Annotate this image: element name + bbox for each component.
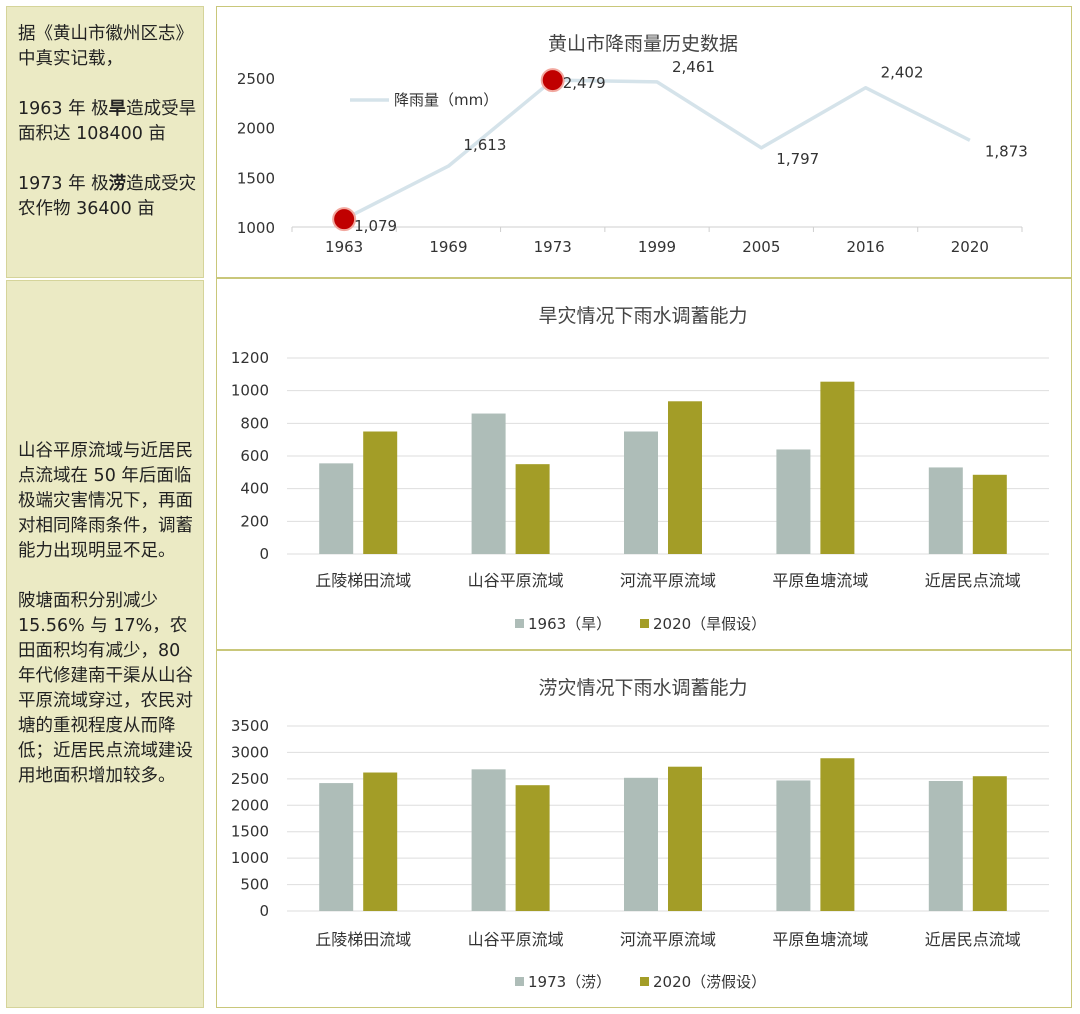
x-tick-label: 山谷平原流域 [468, 930, 564, 949]
legend-swatch [640, 619, 649, 628]
x-tick-label: 近居民点流域 [925, 930, 1021, 949]
x-tick-label: 1999 [638, 238, 676, 256]
chart-title: 涝灾情况下雨水调蓄能力 [538, 677, 747, 699]
y-tick-label: 600 [240, 447, 269, 465]
drought-flood-record-note: 据《黄山市徽州区志》中真实记载， 1963 年 极旱造成受旱面积达 108400… [6, 6, 204, 278]
drought-capacity-chart: 旱灾情况下雨水调蓄能力 0 200 400 600 800 1000 1200 丘陵梯田流域 山谷… [216, 278, 1072, 650]
data-point-marker [540, 68, 565, 93]
x-tick-label: 2016 [846, 238, 884, 256]
legend-swatch [515, 977, 524, 986]
legend-swatch [640, 977, 649, 986]
y-tick-label: 2500 [237, 70, 275, 88]
y-tick-label: 1000 [237, 219, 275, 237]
legend-label: 1963（旱） [528, 615, 611, 633]
legend-label: 2020（旱假设） [653, 615, 766, 633]
data-label: 1,079 [354, 217, 397, 235]
bar-series2 [820, 758, 855, 911]
data-label: 2,479 [563, 74, 606, 92]
data-label: 1,873 [985, 142, 1028, 160]
capacity-deficit-text: 山谷平原流域与近居民点流域在 50 年后面临极端灾害情况下，再面对相同降雨条件，… [18, 441, 193, 561]
x-tick-label: 2005 [742, 238, 780, 256]
pond-area-reduction-text: 陂塘面积分别减少 15.56% 与 17%，农田面积均有减少，80 年代修建南干… [18, 591, 193, 786]
bar-series1 [624, 777, 658, 911]
x-tick-label: 丘陵梯田流域 [315, 930, 411, 949]
legend-label: 降雨量（mm） [394, 91, 498, 109]
data-point-marker [332, 207, 357, 232]
bar-series2 [972, 474, 1007, 554]
y-tick-label: 3500 [231, 717, 269, 735]
bar-series2 [363, 431, 398, 554]
flood-chart-svg: 涝灾情况下雨水调蓄能力 0 500 1000 1500 2000 2500 3000 3500 丘… [231, 677, 1049, 991]
bar-series2 [515, 785, 550, 911]
y-tick-label: 3000 [231, 743, 269, 761]
bar-series1 [776, 449, 811, 554]
bar-series1 [471, 413, 506, 554]
legend-label: 1973（涝） [528, 973, 611, 991]
chart-title: 黄山市降雨量历史数据 [548, 33, 738, 55]
bar-series2 [668, 766, 702, 911]
y-tick-label: 200 [240, 512, 269, 530]
legend-swatch [515, 619, 524, 628]
x-tick-label: 1963 [325, 238, 363, 256]
y-tick-label: 1000 [231, 849, 269, 867]
x-tick-label: 丘陵梯田流域 [315, 571, 411, 590]
data-label: 1,613 [463, 136, 506, 154]
y-tick-label: 1000 [231, 382, 269, 400]
y-tick-label: 1200 [231, 349, 269, 367]
series-line-rainfall [343, 78, 971, 221]
y-tick-label: 2000 [231, 796, 269, 814]
bar-series1 [928, 780, 963, 911]
bar-series1 [776, 780, 811, 911]
y-tick-label: 0 [259, 902, 269, 920]
data-label: 2,402 [881, 64, 924, 82]
y-tick-label: 500 [240, 876, 269, 894]
flood-1973-text: 1973 年 极涝造成受灾农作物 36400 亩 [18, 174, 197, 219]
rainfall-chart-svg: 黄山市降雨量历史数据 1000 1500 2000 2500 1963 1969 1973 19… [237, 33, 1028, 256]
bar-series2 [972, 776, 1007, 911]
x-tick-label: 近居民点流域 [925, 571, 1021, 590]
y-tick-label: 1500 [231, 823, 269, 841]
flood-capacity-chart: 涝灾情况下雨水调蓄能力 0 500 1000 1500 2000 2500 3000 3500 丘… [216, 650, 1072, 1008]
x-tick-label: 山谷平原流域 [468, 571, 564, 590]
x-tick-label: 2020 [951, 238, 989, 256]
drought-1963-text: 1963 年 极旱造成受旱面积达 108400 亩 [18, 99, 197, 144]
bar-series1 [319, 783, 354, 911]
bar-series2 [363, 772, 398, 911]
drought-chart-svg: 旱灾情况下雨水调蓄能力 0 200 400 600 800 1000 1200 丘陵梯田流域 山谷… [231, 305, 1049, 633]
y-tick-label: 2000 [237, 120, 275, 138]
x-tick-label: 1973 [534, 238, 572, 256]
x-tick-label: 1969 [429, 238, 467, 256]
bar-series1 [471, 769, 506, 911]
y-tick-label: 1500 [237, 169, 275, 187]
y-tick-label: 800 [240, 414, 269, 432]
data-label: 2,461 [672, 58, 715, 76]
x-tick-label: 河流平原流域 [620, 930, 716, 949]
x-tick-label: 河流平原流域 [620, 571, 716, 590]
y-tick-label: 2500 [231, 770, 269, 788]
bar-series2 [820, 381, 855, 554]
bar-series2 [515, 464, 550, 554]
rainfall-history-chart: 黄山市降雨量历史数据 1000 1500 2000 2500 1963 1969 1973 19… [216, 6, 1072, 278]
analysis-note: 山谷平原流域与近居民点流域在 50 年后面临极端灾害情况下，再面对相同降雨条件，… [6, 280, 204, 1008]
legend-label: 2020（涝假设） [653, 973, 766, 991]
y-tick-label: 400 [240, 480, 269, 498]
bar-series1 [624, 431, 658, 554]
bar-series1 [928, 467, 963, 554]
bar-series1 [319, 463, 354, 554]
x-tick-label: 平原鱼塘流域 [772, 930, 868, 949]
y-tick-label: 0 [259, 545, 269, 563]
data-label: 1,797 [776, 150, 819, 168]
x-tick-label: 平原鱼塘流域 [772, 571, 868, 590]
record-source-text: 据《黄山市徽州区志》中真实记载， [18, 24, 193, 69]
chart-title: 旱灾情况下雨水调蓄能力 [538, 305, 747, 327]
bar-series2 [668, 401, 702, 554]
